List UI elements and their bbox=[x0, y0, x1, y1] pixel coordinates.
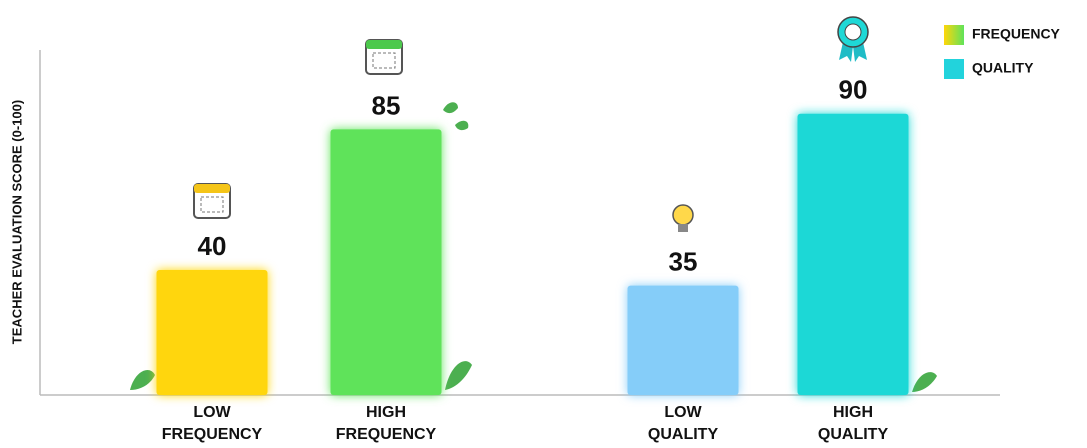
calendar-icon bbox=[193, 183, 231, 219]
legend-swatch bbox=[944, 25, 964, 45]
bar bbox=[330, 129, 442, 395]
value-label: 90 bbox=[839, 75, 868, 105]
bar bbox=[156, 270, 268, 395]
bar bbox=[627, 285, 739, 395]
x-tick-label: HIGH FREQUENCY bbox=[336, 404, 437, 443]
value-label: 40 bbox=[198, 231, 227, 261]
legend-label: FREQUENCY bbox=[972, 26, 1061, 42]
bulb-icon bbox=[672, 204, 694, 232]
legend-swatch bbox=[944, 59, 964, 79]
ribbon-icon bbox=[837, 16, 869, 62]
value-label: 35 bbox=[669, 247, 698, 277]
value-label: 85 bbox=[372, 90, 401, 120]
x-tick-label: LOW FREQUENCY bbox=[162, 404, 263, 443]
leaf-icon bbox=[130, 102, 937, 392]
y-axis-label: TEACHER EVALUATION SCORE (0-100) bbox=[9, 100, 24, 344]
x-tick-label: HIGH QUALITY bbox=[818, 404, 889, 443]
calendar-icon bbox=[365, 39, 403, 75]
x-tick-label: LOW QUALITY bbox=[648, 404, 719, 443]
bar bbox=[797, 113, 909, 395]
legend-label: QUALITY bbox=[972, 60, 1034, 76]
